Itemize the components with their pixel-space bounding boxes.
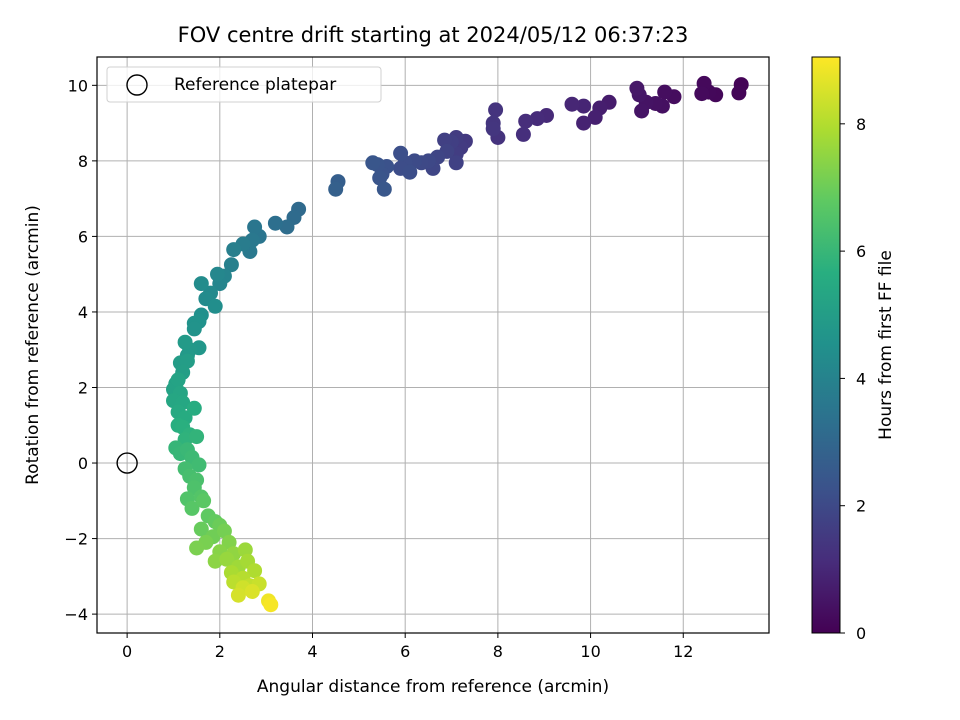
data-point [279, 219, 295, 235]
x-tick-label: 6 [400, 642, 410, 661]
data-point [529, 111, 545, 127]
colorbar-ticks: 0 2 4 6 8 [840, 115, 866, 643]
data-point [731, 85, 747, 101]
data-point [186, 321, 202, 337]
data-point [230, 587, 246, 603]
data-point [448, 155, 464, 171]
data-point [365, 155, 381, 171]
data-point [216, 523, 232, 539]
data-point [263, 597, 279, 613]
data-point [196, 493, 212, 509]
y-tick-label: −4 [64, 605, 88, 624]
chart-title: FOV centre drift starting at 2024/05/12 … [178, 23, 689, 47]
data-point [191, 457, 207, 473]
y-axis-ticks: −4 −2 0 2 4 6 8 10 [64, 76, 97, 624]
colorbar-tick-label: 4 [856, 369, 866, 388]
y-tick-label: 6 [78, 227, 88, 246]
data-point [210, 266, 225, 282]
data-point [488, 102, 504, 118]
data-point [244, 584, 260, 599]
data-point [237, 542, 253, 558]
y-tick-label: 0 [78, 454, 88, 473]
data-point [219, 551, 235, 567]
y-tick-label: 4 [78, 303, 88, 322]
data-point [393, 145, 409, 161]
colorbar-tick-label: 8 [856, 115, 866, 134]
colorbar-tick-label: 2 [856, 497, 866, 516]
y-tick-label: 8 [78, 152, 88, 171]
data-point [629, 80, 645, 96]
colorbar-tick-label: 6 [856, 242, 866, 261]
reference-point-marker [116, 452, 138, 474]
data-point [223, 257, 239, 273]
data-point [226, 242, 242, 258]
data-point [372, 170, 388, 186]
colorbar-label: Hours from first FF file [876, 250, 896, 440]
reference-marker [116, 452, 138, 474]
data-point [485, 121, 501, 137]
x-axis-label: Angular distance from reference (arcmin) [257, 677, 609, 697]
data-point [170, 372, 186, 388]
x-axis-ticks: 0 2 4 6 8 10 12 [122, 633, 693, 661]
data-point [193, 521, 209, 537]
data-point [221, 534, 237, 550]
y-tick-label: −2 [64, 530, 88, 549]
x-tick-label: 12 [673, 642, 693, 661]
data-point [376, 181, 392, 197]
data-point [184, 500, 200, 516]
data-point [694, 86, 710, 102]
data-point [207, 553, 223, 569]
x-tick-label: 8 [493, 642, 503, 661]
data-point [437, 132, 453, 148]
legend-box [106, 66, 382, 103]
data-point [518, 113, 534, 129]
y-tick-label: 2 [78, 378, 88, 397]
data-point [587, 109, 603, 125]
colorbar-tick-label: 0 [856, 624, 866, 643]
legend-entry-reference: Reference platepar [174, 75, 336, 95]
x-tick-label: 4 [307, 642, 317, 661]
data-point [267, 215, 283, 231]
data-points [166, 75, 749, 613]
data-point [576, 115, 592, 131]
data-point [402, 164, 418, 180]
data-point [189, 540, 205, 556]
plot-frame [96, 56, 770, 634]
data-point [207, 298, 223, 314]
x-tick-label: 0 [122, 642, 132, 661]
data-point [186, 400, 202, 416]
data-point [179, 353, 195, 369]
data-point [247, 219, 263, 235]
data-point [657, 84, 673, 100]
data-point [328, 181, 344, 197]
y-axis-label: Rotation from reference (arcmin) [23, 205, 43, 485]
y-tick-label: 10 [68, 76, 88, 95]
data-point [564, 96, 580, 112]
data-point [247, 563, 263, 579]
colorbar [811, 56, 841, 634]
data-point [634, 103, 650, 119]
data-point [189, 429, 205, 445]
data-point [515, 126, 531, 142]
data-point [576, 98, 592, 114]
x-tick-label: 10 [580, 642, 600, 661]
legend: Reference platepar [106, 66, 382, 103]
data-point [193, 276, 209, 292]
legend-marker-icon [126, 74, 148, 96]
x-tick-label: 2 [215, 642, 225, 661]
data-point [177, 334, 193, 350]
